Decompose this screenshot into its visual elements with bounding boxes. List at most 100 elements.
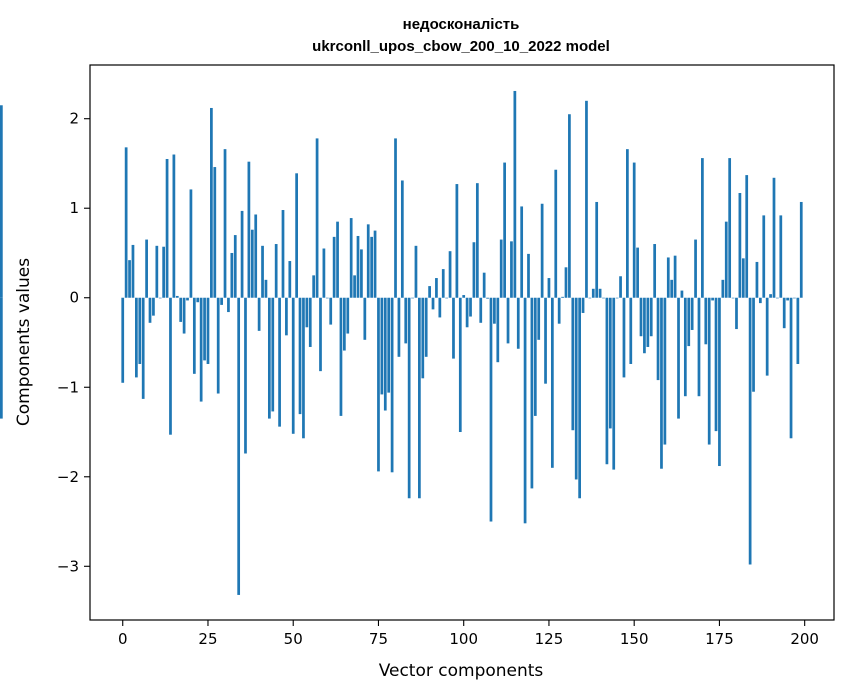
bar-79	[390, 297, 394, 473]
bar-47	[281, 210, 285, 298]
bar-180	[735, 297, 738, 330]
bar-59	[322, 248, 326, 298]
bar-197	[793, 297, 796, 299]
bar-41	[261, 245, 264, 298]
bar-83	[404, 297, 408, 344]
bar-5	[138, 297, 142, 364]
bar-173	[711, 297, 714, 301]
bar-66	[346, 297, 350, 334]
bar-182	[741, 258, 745, 298]
bar-136	[585, 100, 588, 298]
bar-85	[411, 297, 414, 299]
bar-25	[206, 297, 210, 364]
bar-36	[244, 297, 247, 454]
bar-78	[387, 297, 391, 393]
bar-181	[738, 193, 742, 298]
bar-99	[458, 297, 462, 433]
bar-147	[622, 297, 626, 378]
bar-113	[506, 297, 510, 344]
bar-19	[186, 297, 189, 301]
bar-73	[370, 236, 374, 298]
bar-145	[615, 297, 619, 299]
bar-174	[714, 297, 718, 432]
bar-97	[452, 297, 455, 359]
bar-116	[516, 297, 520, 349]
chart-title-line-2: ukrconll_upos_cbow_200_10_2022 model	[312, 38, 610, 55]
bar-164	[680, 290, 684, 298]
bar-132	[571, 297, 575, 431]
bar-176	[721, 279, 725, 298]
bar-175	[718, 297, 721, 467]
bar-54	[305, 297, 309, 328]
bar-55	[308, 297, 312, 347]
bar-39	[254, 214, 258, 298]
x-tick-label: 0	[118, 630, 128, 648]
bar-56	[312, 275, 316, 298]
x-tick-label: 125	[535, 630, 564, 648]
bar-125	[547, 278, 551, 298]
bar-139	[595, 201, 599, 298]
bar-87	[418, 297, 421, 499]
bar-104	[475, 183, 479, 298]
x-tick-label: 200	[790, 630, 819, 648]
bar-50	[291, 297, 295, 434]
bar-28	[216, 297, 220, 394]
bar-166	[687, 297, 691, 347]
bar-101	[465, 297, 469, 328]
bar-53	[302, 297, 305, 439]
bar-189	[765, 297, 769, 376]
y-tick-label: 0	[69, 289, 79, 307]
bar-161	[670, 279, 674, 298]
bars	[0, 90, 803, 595]
bar-91	[431, 297, 435, 310]
bar-93	[438, 297, 442, 318]
bar-127	[554, 169, 558, 298]
bar-88	[421, 297, 425, 379]
bar-46	[278, 297, 281, 427]
bar-81	[397, 297, 401, 357]
bar-186	[755, 261, 759, 298]
bar-30	[223, 149, 227, 298]
bar-112	[503, 162, 506, 298]
bar-95	[445, 297, 449, 299]
bar-2	[128, 260, 131, 298]
x-tick-label: 150	[620, 630, 649, 648]
bar-142	[605, 297, 609, 465]
bar-118	[523, 297, 527, 524]
bar-144	[612, 297, 616, 470]
bar-71	[363, 297, 367, 340]
bar-26	[210, 107, 213, 298]
bar-96	[448, 251, 452, 298]
bar-16	[175, 295, 179, 298]
y-tick-label: −3	[57, 557, 79, 575]
bar-119	[527, 253, 530, 298]
bar-48	[285, 297, 288, 336]
bar-115	[513, 90, 517, 298]
bar-109	[493, 297, 496, 324]
bar-4	[135, 297, 138, 378]
bar-12	[162, 246, 166, 298]
bar-43	[267, 297, 271, 419]
bar-76	[380, 297, 384, 395]
bar-35	[240, 210, 244, 298]
bar-51	[295, 173, 298, 298]
bar-169	[697, 297, 701, 397]
bar-10	[155, 245, 159, 298]
bar-105	[479, 297, 483, 323]
bar-3	[131, 244, 135, 298]
bar-20	[189, 189, 193, 298]
bar-15	[172, 154, 176, 298]
bar-179	[731, 297, 735, 299]
x-tick-label: 25	[198, 630, 217, 648]
x-tick-label: 75	[369, 630, 388, 648]
y-axis-ticks: −3 −2 −1 0 1 2	[57, 110, 90, 575]
bar-191	[772, 177, 776, 298]
bar-69	[356, 235, 360, 298]
bar-98	[455, 184, 459, 298]
y-tick-label: 1	[69, 199, 79, 217]
bar-17	[179, 297, 183, 322]
bar-1	[124, 147, 128, 298]
bar-11	[158, 297, 162, 299]
bar-45	[274, 244, 278, 298]
bar-61	[329, 297, 333, 325]
